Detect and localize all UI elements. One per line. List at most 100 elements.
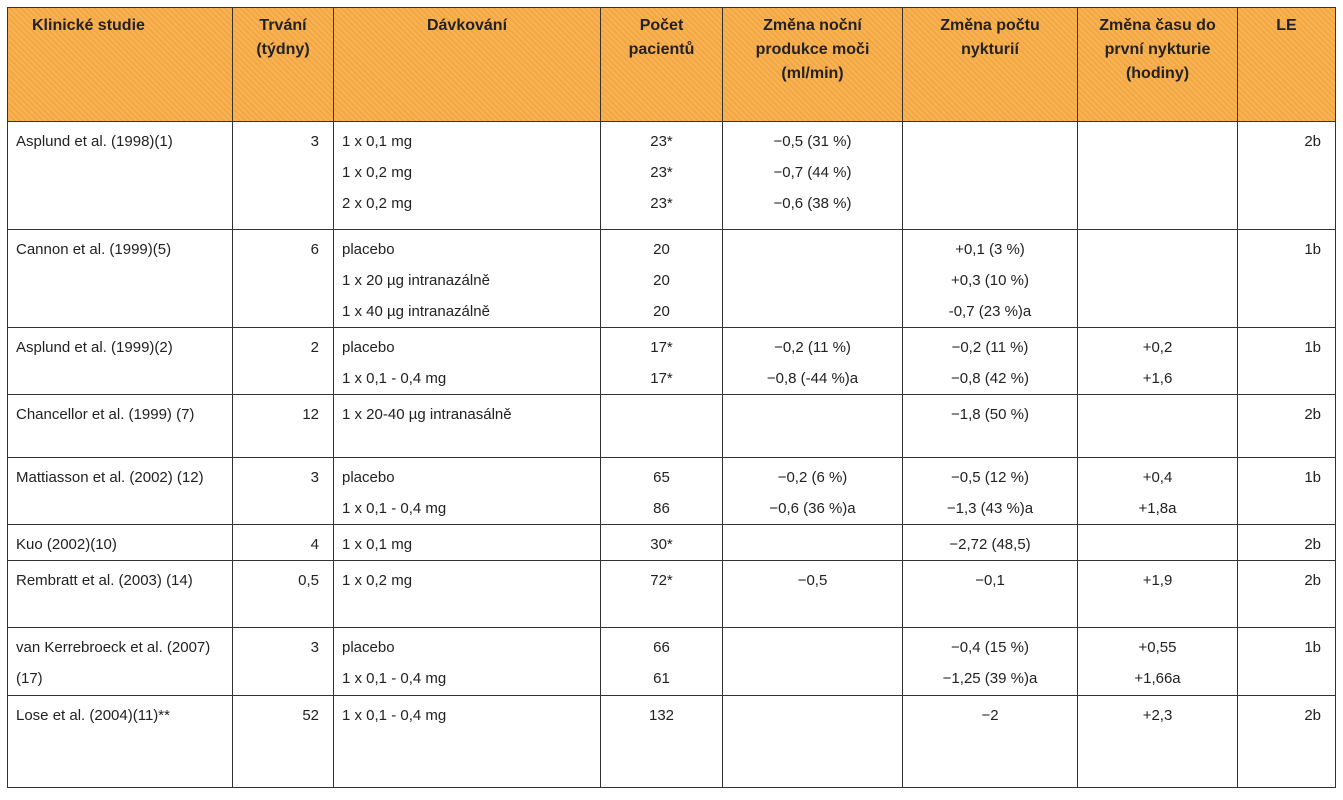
table-cell bbox=[1077, 121, 1238, 230]
table-cell: −0,5 (12 %) −1,3 (43 %)a bbox=[902, 457, 1078, 525]
cell-line: +2,3 bbox=[1142, 707, 1173, 724]
cell-line: −0,2 (6 %) bbox=[777, 469, 848, 486]
table-cell: −2 bbox=[902, 695, 1078, 788]
cell-line: 20 bbox=[653, 241, 670, 258]
table-cell: 12 bbox=[232, 394, 334, 458]
cell-line: 2b bbox=[1304, 536, 1321, 553]
cell-line: −0,8 (-44 %)a bbox=[766, 370, 859, 387]
cell-line: −0,2 (11 %) bbox=[951, 339, 1029, 356]
cell-line: −0,1 bbox=[975, 572, 1005, 589]
table-cell: Asplund et al. (1999)(2) bbox=[7, 327, 233, 395]
cell-line: −0,6 (38 %) bbox=[773, 195, 852, 212]
cell-line: 1 x 40 µg intranazálně bbox=[342, 303, 490, 320]
table-cell: 3 bbox=[232, 121, 334, 230]
table-cell bbox=[1077, 524, 1238, 561]
table-cell: −1,8 (50 %) bbox=[902, 394, 1078, 458]
cell-line: 4 bbox=[310, 536, 319, 553]
cell-line: −2,72 (48,5) bbox=[949, 536, 1031, 553]
table-cell: 1b bbox=[1237, 457, 1336, 525]
table-cell: 17* 17* bbox=[600, 327, 723, 395]
table-cell: 3 bbox=[232, 457, 334, 525]
table-cell: +1,9 bbox=[1077, 560, 1238, 628]
cell-line: 1 x 20 µg intranazálně bbox=[342, 272, 490, 289]
table-cell: 132 bbox=[600, 695, 723, 788]
table-cell: placebo 1 x 0,1 - 0,4 mg bbox=[333, 457, 601, 525]
cell-line: −0,5 bbox=[797, 572, 828, 589]
cell-line: 1 x 0,1 - 0,4 mg bbox=[342, 707, 447, 724]
cell-line: +0,55 bbox=[1138, 639, 1177, 656]
table-row: Asplund et al. (1999)(2) 2 placebo 1 x 0,1 … bbox=[7, 327, 1336, 395]
column-header: Změna počtu nykturií bbox=[902, 7, 1078, 122]
cell-line: placebo bbox=[342, 339, 395, 356]
cell-line: +1,66a bbox=[1134, 670, 1181, 687]
cell-line: 3 bbox=[310, 469, 319, 486]
table-cell bbox=[722, 627, 903, 696]
cell-line: 1b bbox=[1304, 241, 1321, 258]
cell-line: −0,4 (15 %) bbox=[951, 639, 1029, 656]
table-cell: 52 bbox=[232, 695, 334, 788]
cell-line: 20 bbox=[653, 272, 670, 289]
table-cell bbox=[722, 394, 903, 458]
table-cell: 1b bbox=[1237, 627, 1336, 696]
cell-line: 3 bbox=[310, 639, 319, 656]
cell-line: placebo bbox=[342, 469, 395, 486]
table-cell: 2b bbox=[1237, 121, 1336, 230]
table-cell: 1 x 0,1 mg 1 x 0,2 mg 2 x 0,2 mg bbox=[333, 121, 601, 230]
table-cell: Mattiasson et al. (2002) (12) bbox=[7, 457, 233, 525]
cell-line: 1 x 0,1 - 0,4 mg bbox=[342, 500, 447, 517]
table-row: van Kerrebroeck et al. (2007)(17) 3 placeb… bbox=[7, 627, 1336, 696]
table-cell: −0,2 (11 %) −0,8 (-44 %)a bbox=[722, 327, 903, 395]
cell-line: +0,1 (3 %) bbox=[955, 241, 1025, 258]
cell-line: Asplund et al. (1999)(2) bbox=[16, 339, 173, 356]
table-cell: 1 x 0,1 mg bbox=[333, 524, 601, 561]
table-cell bbox=[722, 229, 903, 328]
cell-line: 52 bbox=[302, 707, 319, 724]
cell-line: 23* bbox=[650, 164, 673, 181]
cell-line: −1,8 (50 %) bbox=[951, 406, 1029, 423]
table-cell bbox=[1077, 394, 1238, 458]
table-cell: 3 bbox=[232, 627, 334, 696]
cell-line: +0,4 bbox=[1142, 469, 1173, 486]
cell-line: 1b bbox=[1304, 639, 1321, 656]
cell-line: 23* bbox=[650, 195, 673, 212]
table-cell: −0,5 bbox=[722, 560, 903, 628]
table-cell: 1 x 20-40 µg intranasálně bbox=[333, 394, 601, 458]
cell-line: 1 x 0,1 mg bbox=[342, 133, 413, 150]
table-cell: +0,1 (3 %) +0,3 (10 %) -0,7 (23 %)a bbox=[902, 229, 1078, 328]
cell-line: 2 bbox=[310, 339, 319, 356]
header-row: Klinické studie Trvání (týdny) Dávkování Po… bbox=[7, 7, 1336, 122]
table-cell: 4 bbox=[232, 524, 334, 561]
column-header: LE bbox=[1237, 7, 1336, 122]
cell-line: placebo bbox=[342, 639, 395, 656]
table-cell bbox=[600, 394, 723, 458]
table-cell: −0,4 (15 %) −1,25 (39 %)a bbox=[902, 627, 1078, 696]
table-cell: Asplund et al. (1998)(1) bbox=[7, 121, 233, 230]
cell-line: 1 x 0,1 mg bbox=[342, 536, 413, 553]
cell-line: 66 bbox=[653, 639, 670, 656]
table-cell: 65 86 bbox=[600, 457, 723, 525]
table-cell: +0,2 +1,6 bbox=[1077, 327, 1238, 395]
table-cell: 30* bbox=[600, 524, 723, 561]
cell-line: 2 x 0,2 mg bbox=[342, 195, 413, 212]
table-body: Asplund et al. (1998)(1) 3 1 x 0,1 mg 1 x 0… bbox=[7, 121, 1336, 788]
cell-line: +0,3 (10 %) bbox=[951, 272, 1029, 289]
table-cell: van Kerrebroeck et al. (2007)(17) bbox=[7, 627, 233, 696]
table-cell: 2b bbox=[1237, 695, 1336, 788]
cell-line: −0,7 (44 %) bbox=[773, 164, 852, 181]
cell-line: 2b bbox=[1304, 707, 1321, 724]
table-cell: Lose et al. (2004)(11)** bbox=[7, 695, 233, 788]
cell-line: 2b bbox=[1304, 572, 1321, 589]
cell-line: −0,5 (12 %) bbox=[951, 469, 1029, 486]
table-row: Kuo (2002)(10) 4 1 x 0,1 mg 30* −2,72 (48,5)… bbox=[7, 524, 1336, 561]
table-cell: 1b bbox=[1237, 229, 1336, 328]
table-cell: −0,1 bbox=[902, 560, 1078, 628]
cell-line: 3 bbox=[310, 133, 319, 150]
table-cell: +0,55 +1,66a bbox=[1077, 627, 1238, 696]
table-cell: 1b bbox=[1237, 327, 1336, 395]
column-header: Dávkování bbox=[333, 7, 601, 122]
cell-line: Lose et al. (2004)(11)** bbox=[16, 707, 170, 724]
cell-line: −0,2 (11 %) bbox=[774, 339, 851, 356]
table-cell: Kuo (2002)(10) bbox=[7, 524, 233, 561]
table-cell: placebo 1 x 20 µg intranazálně 1 x 40 µg i… bbox=[333, 229, 601, 328]
